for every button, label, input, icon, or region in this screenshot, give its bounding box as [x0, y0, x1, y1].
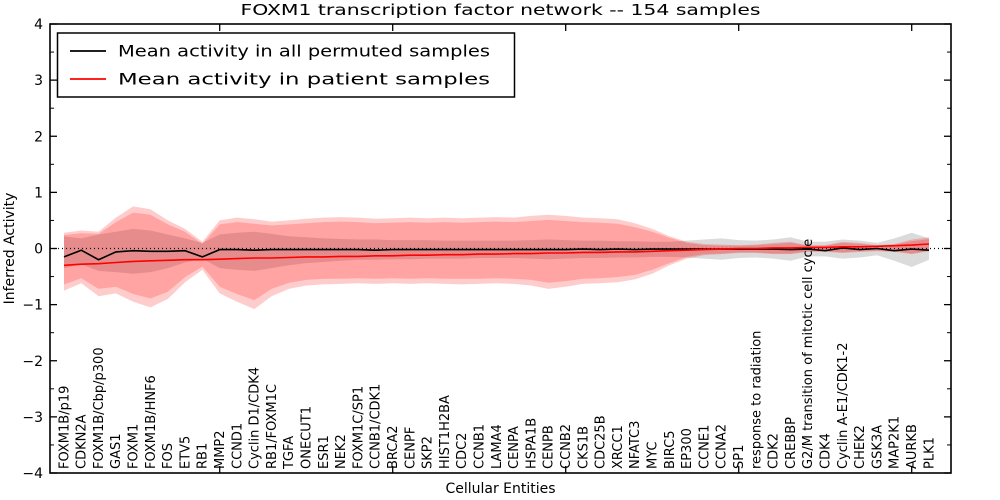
category-label: CCNE1	[697, 425, 712, 469]
legend-box	[56, 32, 516, 98]
category-label: CCNB1/CDK1	[369, 384, 384, 469]
category-label: CDK2	[767, 433, 782, 469]
category-label: ETV5	[178, 436, 193, 469]
category-label: SP1	[732, 445, 747, 469]
y-tick-label: 3	[34, 73, 43, 89]
category-label: NFATC3	[628, 421, 643, 469]
category-label: AURKB	[905, 424, 920, 469]
category-label: FOXM1	[126, 424, 141, 469]
category-label: CCNB1	[472, 424, 487, 469]
category-label: PLK1	[922, 437, 937, 469]
y-tick-label: 2	[34, 129, 43, 145]
category-label: CCND1	[230, 423, 245, 469]
category-label: EP300	[680, 428, 695, 469]
category-label: CREBBP	[784, 417, 799, 469]
category-label: CDKN2A	[75, 414, 90, 469]
legend: Mean activity in all permuted samples Mea…	[56, 32, 516, 98]
category-label: RB1	[196, 443, 211, 469]
category-label: CDK4	[818, 433, 833, 469]
category-label: CDC25B	[594, 415, 609, 469]
y-tick-label: −4	[22, 466, 43, 482]
patient-range-outer-band	[64, 206, 929, 310]
category-label: Cyclin A-E1/CDK1-2	[836, 342, 851, 469]
category-label: response to radiation	[749, 331, 764, 469]
category-label: CENPF	[403, 427, 418, 469]
category-label: FOXM1B/HNF6	[144, 375, 159, 469]
category-label: RB1/FOXM1C	[265, 384, 280, 469]
category-label: NEK2	[334, 434, 349, 469]
category-label: CCNB2	[559, 424, 574, 469]
category-label: CKS1B	[576, 426, 591, 469]
legend-patient-mean-label: Mean activity in patient samples	[118, 70, 490, 89]
category-label: MYC	[645, 441, 660, 469]
patient-range-inner-band	[64, 212, 929, 301]
category-label: FOS	[161, 443, 176, 469]
y-axis-label: Inferred Activity	[2, 193, 18, 305]
category-label: BIRC5	[663, 431, 678, 470]
category-label: CDC2	[455, 433, 470, 469]
x-axis-label: Cellular Entities	[445, 481, 555, 497]
permuted-mean-line	[63, 247, 930, 261]
category-label: FOXM1B/p19	[57, 386, 72, 469]
category-label: G2/M transition of mitotic cell cycle	[801, 239, 816, 469]
y-tick-label: −3	[22, 410, 43, 426]
category-label: GAS1	[109, 434, 124, 470]
category-label: ESR1	[317, 435, 332, 469]
y-tick-label: 1	[34, 185, 43, 201]
category-label: CENPB	[542, 425, 557, 469]
y-tick-label: −2	[22, 354, 43, 370]
patient-mean-line	[63, 243, 930, 267]
category-label: FOXM1B/Cbp/p300	[92, 347, 107, 469]
legend-permuted-mean-label: Mean activity in all permuted samples	[118, 42, 490, 61]
y-tick-label: 0	[34, 242, 43, 258]
category-label: CCNA2	[715, 424, 730, 469]
category-label: GSK3A	[870, 425, 885, 469]
category-label: HIST1H2BA	[438, 395, 453, 469]
category-label: MMP2	[213, 430, 228, 469]
category-label: LAMA4	[490, 424, 505, 469]
category-label: FOXM1C/SP1	[351, 386, 366, 469]
category-label: MAP2K1	[888, 416, 903, 469]
category-label: TGFA	[282, 436, 297, 470]
category-label: SKP2	[421, 436, 436, 469]
category-label: HSPA1B	[524, 418, 539, 469]
category-label: Cyclin D1/CDK4	[248, 367, 263, 469]
chart-title: FOXM1 transcription factor network -- 15…	[241, 1, 761, 19]
category-label: BRCA2	[386, 425, 401, 469]
category-label: ONECUT1	[299, 406, 314, 469]
category-label: XRCC1	[611, 425, 626, 469]
category-label: CENPA	[507, 426, 522, 469]
permuted-range-band	[64, 228, 929, 274]
y-tick-label: −1	[22, 298, 43, 314]
category-label: CHEK2	[853, 425, 868, 469]
y-tick-label: 4	[34, 17, 43, 33]
